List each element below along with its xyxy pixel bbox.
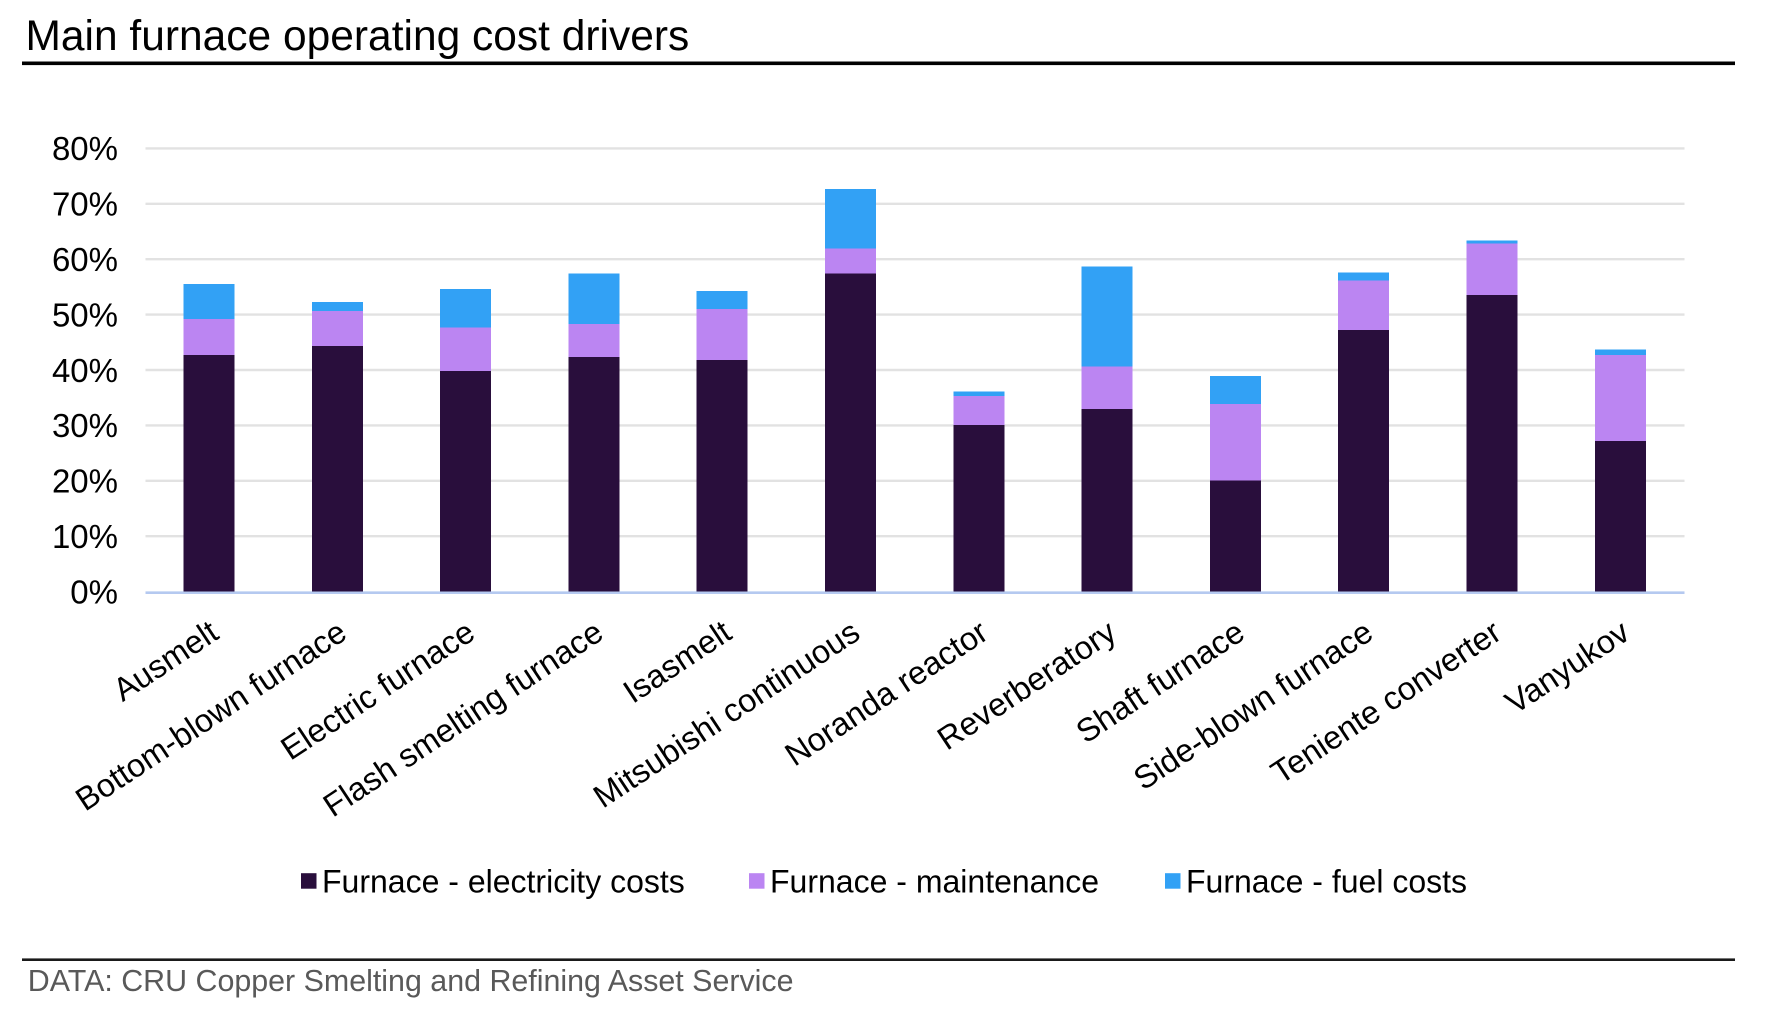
svg-text:10%: 10% — [52, 518, 118, 555]
svg-text:80%: 80% — [52, 130, 118, 167]
svg-text:60%: 60% — [52, 241, 118, 278]
svg-text:Furnace - fuel costs: Furnace - fuel costs — [1186, 864, 1467, 900]
svg-text:Furnace - electricity costs: Furnace - electricity costs — [322, 864, 685, 900]
svg-text:DATA: CRU Copper Smelting and: DATA: CRU Copper Smelting and Refining A… — [28, 964, 794, 998]
svg-text:Furnace - maintenance: Furnace - maintenance — [770, 864, 1099, 900]
svg-text:0%: 0% — [70, 573, 118, 610]
svg-text:20%: 20% — [52, 463, 118, 500]
svg-text:70%: 70% — [52, 186, 118, 223]
svg-text:30%: 30% — [52, 407, 118, 444]
svg-text:50%: 50% — [52, 296, 118, 333]
svg-text:Main furnace operating cost dr: Main furnace operating cost drivers — [26, 13, 690, 60]
svg-text:40%: 40% — [52, 352, 118, 389]
